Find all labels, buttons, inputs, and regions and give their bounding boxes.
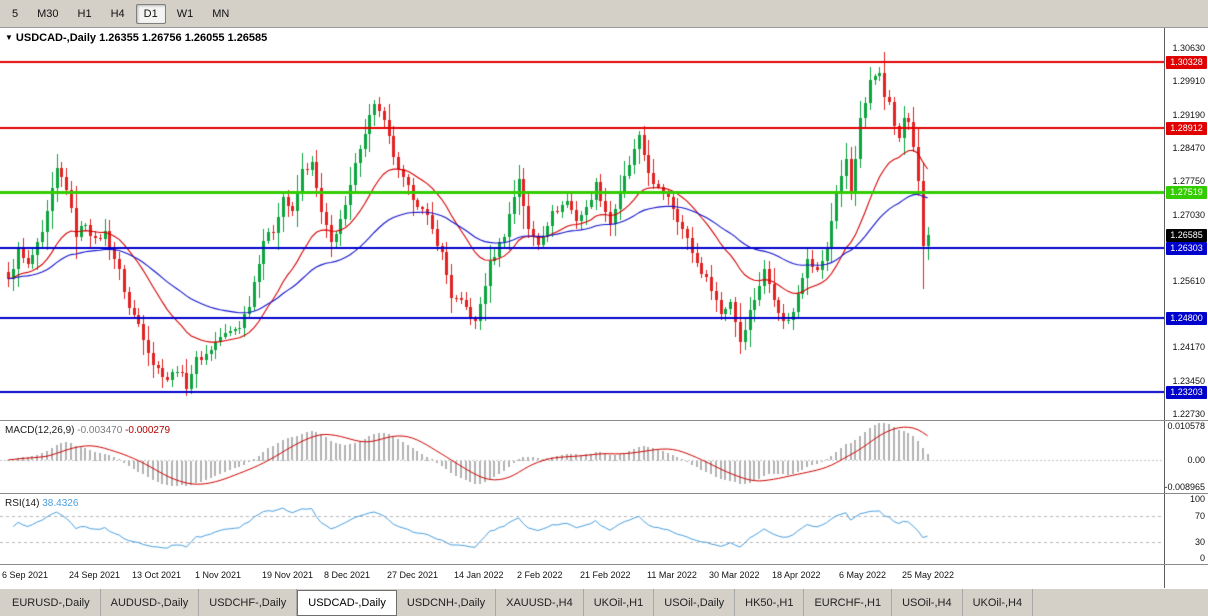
chart-tab-usoil-h4[interactable]: USOil-,H4 [892,589,963,616]
chart-tab-eurchf-h1[interactable]: EURCHF-,H1 [804,589,893,616]
date-tick: 6 May 2022 [839,570,887,580]
timeframe-button-w1[interactable]: W1 [176,7,194,20]
price-line-label: 1.30328 [1166,56,1207,69]
macd-main-value: -0.003470 [77,425,123,436]
macd-signal-value: -0.000279 [125,425,171,436]
price-axis[interactable]: 1.30630 1.29910 1.29190 1.28470 1.27750 1.270… [1164,28,1208,420]
date-tick: 21 Feb 2022 [580,570,631,580]
timeframe-button-5[interactable]: 5 [12,7,19,20]
date-tick: 25 May 2022 [902,570,955,580]
chart-tab-usoil-daily[interactable]: USOil-,Daily [654,589,736,616]
macd-tick: -0.008965 [1164,482,1205,492]
date-tick: 6 Sep 2021 [2,570,49,580]
date-tick: 30 Mar 2022 [709,570,760,580]
macd-chart-canvas[interactable] [0,421,1164,493]
price-tick: 1.28470 [1172,143,1205,153]
chart-tab-usdcad-daily[interactable]: USDCAD-,Daily [297,590,397,616]
timeframe-button-h4[interactable]: H4 [110,7,125,20]
date-tick: 24 Sep 2021 [69,570,121,580]
date-tick: 2 Feb 2022 [517,570,563,580]
price-line-label: 1.28912 [1166,122,1207,135]
macd-tick: 0.00 [1187,455,1205,465]
chart-tab-xauusd-h4[interactable]: XAUUSD-,H4 [496,589,584,616]
price-line-label: 1.27519 [1166,186,1207,199]
rsi-chart-canvas[interactable] [0,494,1164,564]
chart-dropdown-icon[interactable]: ▼ [5,33,13,42]
price-tick: 1.22730 [1172,409,1205,419]
timeframe-toolbar: 5 M30 H1 H4 D1 W1 MN [0,0,1208,28]
timeframe-button-m30[interactable]: M30 [37,7,59,20]
price-pane: ▼ USDCAD-,Daily 1.26355 1.26756 1.26055 1… [0,28,1164,420]
rsi-tick: 100 [1189,494,1205,504]
price-tick: 1.29190 [1172,110,1205,120]
rsi-tick: 70 [1194,511,1205,521]
date-tick: 19 Nov 2021 [262,570,314,580]
rsi-label: RSI(14) 38.4326 [5,498,78,509]
chart-tab-hk50-h1[interactable]: HK50-,H1 [735,589,805,616]
chart-title: ▼ USDCAD-,Daily 1.26355 1.26756 1.26055 1… [5,32,267,44]
price-tick: 1.23450 [1172,376,1205,386]
price-line-label: 1.23203 [1166,386,1207,399]
price-chart-canvas[interactable] [0,28,1164,420]
timeframe-button-h1[interactable]: H1 [77,7,92,20]
rsi-tick: 30 [1194,537,1205,547]
time-axis[interactable]: 6 Sep 2021 24 Sep 2021 13 Oct 2021 1 Nov 20… [0,565,1164,588]
chart-tab-eurusd-daily[interactable]: EURUSD-,Daily [2,589,101,616]
date-tick: 1 Nov 2021 [195,570,242,580]
rsi-value: 38.4326 [42,498,79,509]
price-line-label: 1.26303 [1166,242,1207,255]
price-tick: 1.25610 [1172,276,1205,286]
chart-frame: ▼ USDCAD-,Daily 1.26355 1.26756 1.26055 1… [0,28,1208,588]
date-tick: 11 Mar 2022 [647,570,697,580]
chart-tab-ukoil-h4[interactable]: UKOil-,H4 [963,589,1034,616]
price-line-label: 1.26585 [1166,229,1207,242]
chart-tab-usdchf-daily[interactable]: USDCHF-,Daily [199,589,298,616]
rsi-tick: 0 [1199,553,1205,563]
date-tick: 8 Dec 2021 [324,570,371,580]
timeframe-button-d1[interactable]: D1 [135,3,166,24]
macd-pane: MACD(12,26,9) -0.003470 -0.000279 [0,421,1164,493]
price-tick: 1.30630 [1172,43,1205,53]
price-tick: 1.24170 [1172,342,1205,352]
chart-ohlc-values: 1.26355 1.26756 1.26055 1.26585 [99,32,268,44]
chart-tab-bar: EURUSD-,Daily AUDUSD-,Daily USDCHF-,Daily U… [0,588,1208,616]
chart-tab-audusd-daily[interactable]: AUDUSD-,Daily [101,589,200,616]
macd-axis[interactable]: 0.010578 0.00 -0.008965 [1164,421,1208,493]
date-tick: 13 Oct 2021 [132,570,182,580]
macd-name: MACD(12,26,9) [5,425,75,436]
date-tick: 27 Dec 2021 [387,570,439,580]
chart-symbol-label: USDCAD-,Daily [15,32,96,44]
rsi-pane: RSI(14) 38.4326 [0,494,1164,564]
chart-tab-usdcnh-daily[interactable]: USDCNH-,Daily [397,589,497,616]
macd-label: MACD(12,26,9) -0.003470 -0.000279 [5,425,170,436]
price-line-label: 1.24800 [1166,312,1207,325]
pane-separator[interactable] [0,420,1208,421]
chart-tab-ukoil-h1[interactable]: UKOil-,H1 [584,589,655,616]
price-tick: 1.27750 [1172,176,1205,186]
date-tick: 18 Apr 2022 [772,570,821,580]
macd-tick: 0.010578 [1167,421,1205,431]
pane-separator[interactable] [0,493,1208,494]
rsi-name: RSI(14) [5,498,40,509]
price-tick: 1.29910 [1172,76,1205,86]
time-axis-corner [1164,565,1208,588]
timeframe-button-mn[interactable]: MN [212,7,230,20]
rsi-axis[interactable]: 100 70 30 0 [1164,494,1208,564]
date-tick: 14 Jan 2022 [454,570,504,580]
price-tick: 1.27030 [1172,210,1205,220]
